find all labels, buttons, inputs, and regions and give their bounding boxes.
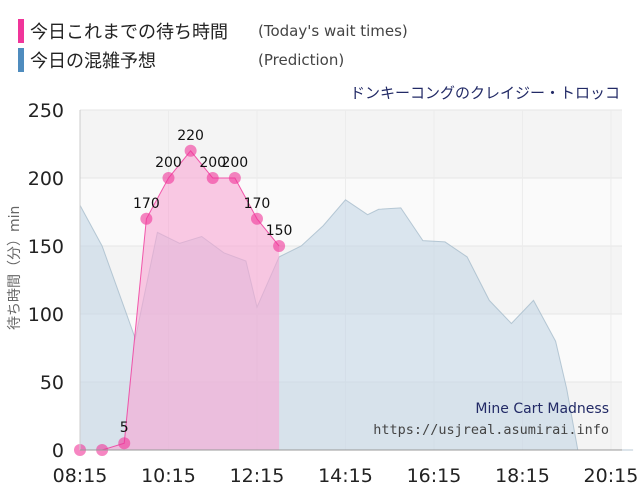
actual-data-point (273, 240, 286, 252)
actual-data-point (228, 172, 241, 184)
x-tick-label: 14:15 (318, 465, 373, 487)
actual-data-label: 170 (133, 196, 160, 212)
legend-prediction-label: 今日の混雑予想 (30, 51, 156, 72)
x-tick-label: 16:15 (407, 465, 462, 487)
x-tick-label: 12:15 (230, 465, 285, 487)
legend-prediction-note: (Prediction) (258, 51, 345, 69)
actual-data-point (118, 437, 131, 450)
legend-prediction-swatch (18, 48, 24, 72)
actual-data-point (140, 212, 153, 225)
actual-area (80, 150, 280, 451)
legend-actual-swatch (18, 19, 24, 43)
actual-data-label: 170 (244, 196, 271, 212)
legend-actual: 今日これまでの待ち時間 (Today's wait times) (18, 19, 408, 43)
legend-prediction: 今日の混雑予想 (Prediction) (18, 48, 344, 72)
ride-name: ドンキーコングのクレイジー・トロッコ (349, 84, 620, 102)
y-tick-label: 0 (52, 440, 64, 462)
actual-data-label: 200 (221, 155, 248, 171)
plot-band (80, 110, 622, 178)
y-tick-label: 50 (40, 372, 64, 394)
actual-data-label: 150 (266, 223, 293, 239)
actual-data-point (250, 212, 263, 225)
actual-data-point (162, 172, 175, 184)
actual-data-label: 200 (199, 155, 226, 171)
y-axis-label: 待ち時間（分）min (7, 205, 23, 330)
x-tick-label: 18:15 (495, 465, 550, 487)
y-tick-label: 200 (28, 168, 64, 190)
legend-actual-label: 今日これまでの待ち時間 (30, 22, 228, 43)
legend-actual-note: (Today's wait times) (258, 22, 408, 40)
source-url: https://usjreal.asumirai.info (373, 422, 609, 438)
actual-line (80, 150, 280, 451)
y-tick-label: 100 (28, 304, 64, 326)
x-tick-label: 10:15 (141, 465, 196, 487)
actual-data-label: 220 (177, 128, 204, 144)
y-tick-label: 150 (28, 236, 64, 258)
y-tick-label: 250 (28, 100, 64, 122)
actual-data-label: 200 (155, 155, 182, 171)
actual-data-label: 5 (120, 420, 129, 436)
actual-data-point (184, 144, 197, 157)
x-tick-label: 08:15 (53, 465, 108, 487)
actual-data-point (206, 172, 219, 184)
ride-name-english: Mine Cart Madness (475, 401, 609, 417)
x-tick-label: 20:15 (584, 465, 639, 487)
